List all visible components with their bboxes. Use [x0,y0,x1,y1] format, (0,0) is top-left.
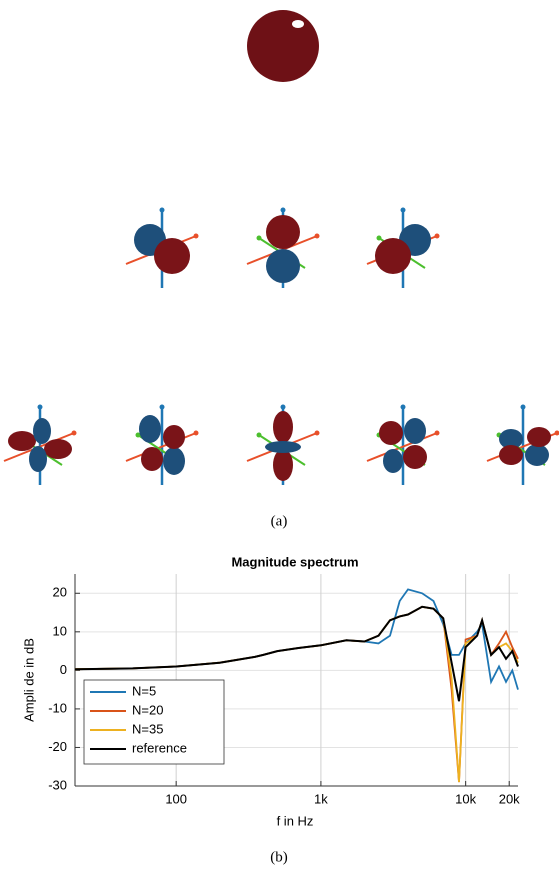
sh-l1-c [365,206,441,290]
legend-label: N=35 [132,721,163,736]
y-tick-label: 10 [53,623,67,638]
chart-title: Magnitude spectrum [231,554,358,569]
caption: (a) [271,513,288,529]
sh-l1-b [245,206,321,290]
x-tick-label: 10k [455,791,476,806]
sphere-l0 [247,10,319,82]
sh-l2-d [365,403,441,487]
panel-a: (a) [2,10,559,529]
caption: (b) [270,849,288,865]
legend-label: reference [132,740,187,755]
x-tick-label: 100 [165,791,187,806]
legend-label: N=20 [132,702,163,717]
x-tick-label: 1k [314,791,328,806]
y-tick-label: -30 [48,777,67,792]
series-line [74,605,519,702]
y-tick-label: 20 [53,585,67,600]
y-axis-label: Ampli de in dB [21,638,36,722]
x-tick-label: 20k [499,791,520,806]
sh-l2-c [245,403,321,487]
sh-l2-a [2,403,78,487]
y-tick-label: -20 [48,739,67,754]
legend-label: N=5 [132,683,156,698]
x-axis-label: f in Hz [277,813,314,828]
y-tick-label: 0 [60,662,67,677]
plot: -30 -20 -10 0 10 20 100 1k 10k 20k N=5 N=20 N=35 refe… [48,574,520,806]
sh-l2-e [485,403,559,487]
y-tick-label: -10 [48,700,67,715]
sh-l1-a [124,206,200,290]
legend: N=5 N=20 N=35 reference [83,679,225,765]
sh-l2-b [124,403,200,487]
